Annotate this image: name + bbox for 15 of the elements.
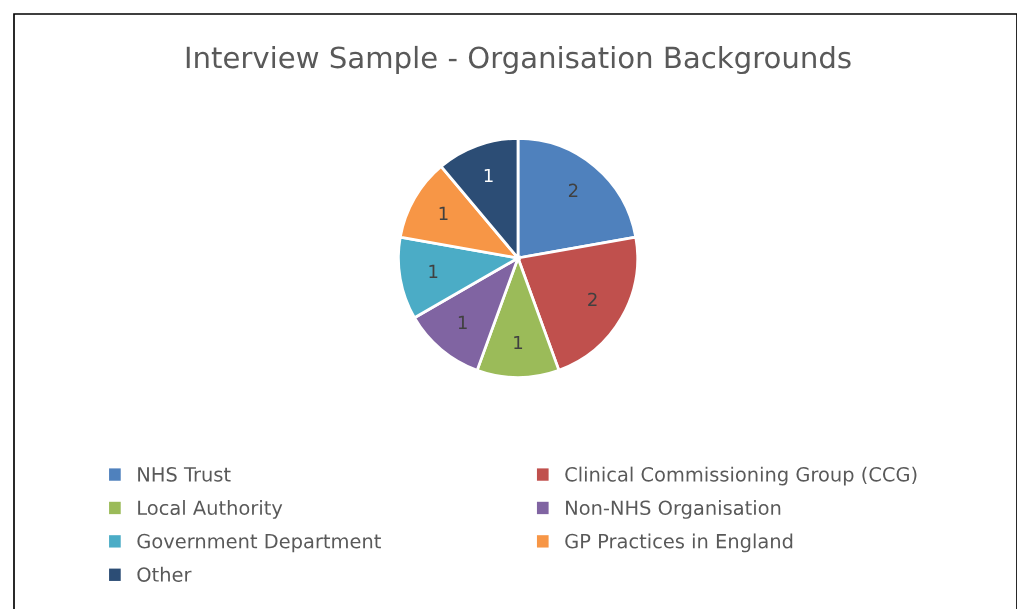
legend-label: NHS Trust xyxy=(138,466,231,482)
legend-label: Local Authority xyxy=(138,500,283,519)
legend-label: GP Practices in England xyxy=(565,533,793,553)
legend-label: Clinical Commissioning Group (CCG) xyxy=(565,466,917,486)
data-label: 1 xyxy=(458,315,467,329)
legend-label: Non-NHS Organisation xyxy=(566,500,781,519)
chart-title: Interview Sample - Organisation Backgrounds xyxy=(186,45,851,75)
data-label: 2 xyxy=(568,183,578,198)
data-label: 1 xyxy=(429,264,438,278)
data-label: 1 xyxy=(514,335,523,350)
legend-label: Government Department xyxy=(137,533,381,553)
data-label: 1 xyxy=(484,168,493,183)
data-label: 2 xyxy=(588,292,597,307)
data-label: 1 xyxy=(439,206,448,220)
legend-label: Other xyxy=(137,566,192,582)
